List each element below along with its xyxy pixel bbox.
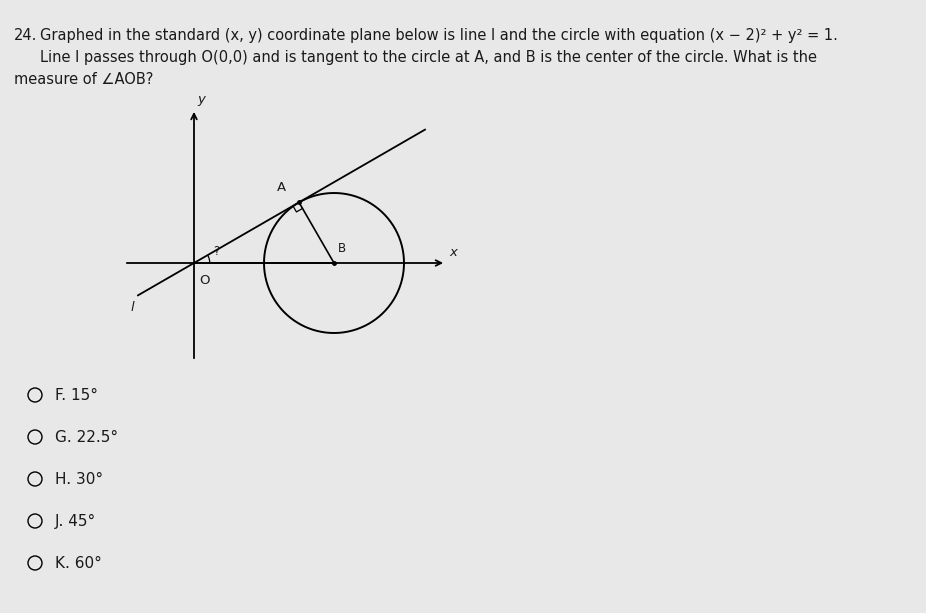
Text: l: l	[131, 301, 134, 314]
Text: F. 15°: F. 15°	[55, 387, 98, 403]
Text: Line l passes through O(0,0) and is tangent to the circle at A, and B is the cen: Line l passes through O(0,0) and is tang…	[40, 50, 817, 65]
Text: y: y	[197, 93, 206, 105]
Text: Graphed in the standard (x, y) coordinate plane below is line l and the circle w: Graphed in the standard (x, y) coordinat…	[40, 28, 838, 43]
Text: K. 60°: K. 60°	[55, 555, 102, 571]
Text: O: O	[199, 273, 209, 286]
Text: J. 45°: J. 45°	[55, 514, 96, 528]
Text: H. 30°: H. 30°	[55, 471, 103, 487]
Text: G. 22.5°: G. 22.5°	[55, 430, 119, 444]
Text: B: B	[337, 242, 345, 254]
Text: 24.: 24.	[14, 28, 37, 43]
Text: ?: ?	[213, 245, 219, 258]
Text: measure of ∠AOB?: measure of ∠AOB?	[14, 72, 154, 87]
Text: x: x	[449, 246, 457, 259]
Text: A: A	[277, 181, 286, 194]
